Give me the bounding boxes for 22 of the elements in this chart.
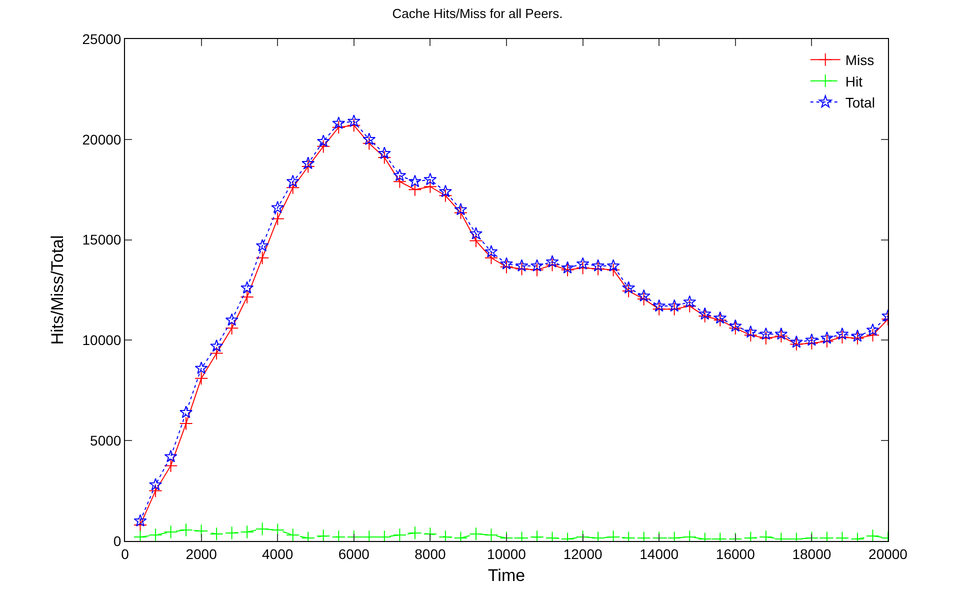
y-tick-label: 5000: [90, 432, 122, 448]
y-tick-label: 25000: [82, 30, 122, 47]
x-tick-label: 2000: [186, 546, 218, 562]
y-tick-label: 15000: [82, 232, 122, 248]
legend-label: Hit: [845, 73, 863, 90]
x-tick-label: 16000: [716, 546, 756, 562]
legend-label: Total: [845, 94, 875, 110]
chart-title: Cache Hits/Miss for all Peers.: [392, 6, 563, 22]
y-axis-title: Hits/Miss/Total: [48, 235, 67, 345]
x-tick-label: 6000: [338, 546, 370, 562]
x-tick-label: 10000: [487, 546, 526, 562]
x-tick-label: 4000: [262, 546, 294, 562]
x-tick-label: 20000: [868, 546, 908, 562]
y-tick-label: 10000: [82, 332, 122, 348]
x-tick-label: 8000: [414, 546, 446, 562]
x-tick-label: 12000: [563, 546, 602, 562]
legend-label: Miss: [845, 52, 874, 68]
x-tick-label: 18000: [792, 546, 832, 562]
y-tick-label: 20000: [82, 131, 122, 148]
y-tick-label: 0: [113, 532, 122, 549]
x-axis-title: Time: [488, 566, 526, 586]
x-tick-label: 14000: [640, 546, 679, 562]
